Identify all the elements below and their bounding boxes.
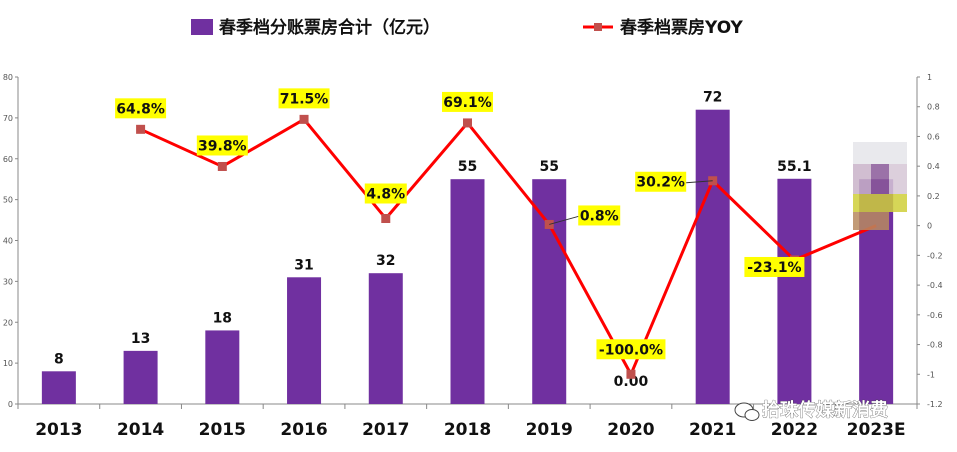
x-tick-label: 2017 — [362, 420, 409, 440]
x-tick-label: 2015 — [199, 420, 246, 440]
yoy-data-label: -23.1% — [747, 260, 801, 276]
x-tick-label: 2013 — [35, 420, 82, 440]
bar-data-label: 55 — [458, 159, 477, 175]
yoy-label-bg — [364, 183, 407, 204]
y-left-tick-label: 30 — [3, 277, 13, 286]
yoy-data-label: 4.8% — [366, 187, 405, 203]
x-tick-label: 2014 — [117, 420, 164, 440]
yoy-data-label: 71.5% — [280, 91, 329, 107]
yoy-data-label: 0.8% — [580, 208, 619, 224]
y-right-tick-label: 0.6 — [927, 132, 940, 141]
y-left-tick-label: 60 — [3, 155, 13, 164]
bar — [695, 109, 730, 404]
y-left-tick-label: 80 — [3, 73, 13, 82]
bar-data-label: 55 — [539, 159, 558, 175]
bars — [41, 109, 894, 404]
y-right-tick-label: 1 — [927, 73, 932, 82]
bar — [777, 178, 812, 404]
bar — [205, 330, 240, 404]
bar-data-label: 31 — [294, 257, 313, 273]
x-tick-label: 2023E — [847, 420, 906, 440]
yoy-data-label: 69.1% — [443, 95, 492, 111]
yoy-label-bg — [578, 205, 621, 226]
bar — [123, 350, 158, 404]
bar-data-label: 32 — [376, 253, 395, 269]
legend-label-bar: 春季档分账票房合计（亿元） — [219, 17, 440, 38]
yoy-marker — [217, 161, 227, 171]
yoy-series-line — [139, 117, 877, 378]
yoy-label-leader — [549, 215, 579, 225]
yoy-label-bg — [278, 88, 330, 109]
y-right-tick-label: 0.4 — [927, 162, 940, 171]
bar-labels: 8 13 18 31 32 55 55 0.00 72 55.1 — [54, 90, 812, 390]
y-right-tick-label: -1.2 — [927, 400, 943, 409]
x-tick-label: 2019 — [526, 420, 573, 440]
y-left-tick-label: 0 — [8, 400, 13, 409]
bar — [41, 371, 76, 404]
legend-label-line: 春季档票房YOY — [620, 17, 744, 38]
yoy-data-label: 64.8% — [116, 101, 165, 117]
yoy-data-label: -100.0% — [599, 342, 663, 358]
x-tick-label: 2021 — [689, 420, 736, 440]
bar-data-label: 55.1 — [777, 159, 812, 175]
yoy-label-leader — [686, 180, 713, 184]
bar-data-label: 8 — [54, 351, 64, 367]
bar-data-label: 0.00 — [614, 374, 649, 390]
y-right-tick-label: 0.2 — [927, 192, 940, 201]
yoy-marker — [626, 369, 636, 379]
y-left-tick-label: 70 — [3, 114, 13, 123]
y-left-tick-label: 40 — [3, 237, 13, 246]
yoy-data-label: 30.2% — [636, 175, 685, 191]
y-right-tick-label: 0.8 — [927, 103, 940, 112]
y-left-tick-label: 20 — [3, 318, 13, 327]
bar-data-label: 72 — [703, 90, 722, 106]
x-tick-label: 2016 — [280, 420, 327, 440]
y-right-tick-label: -0.4 — [927, 281, 943, 290]
y-right-tick-label: -0.6 — [927, 311, 943, 320]
legend-swatch-bar — [191, 19, 213, 35]
yoy-label-bg — [596, 339, 666, 360]
yoy-data-label: 39.8% — [198, 138, 247, 154]
y-left-tick-label: 50 — [3, 196, 13, 205]
yoy-label-bg — [744, 256, 805, 277]
x-tick-labels: 2013 2014 2015 2016 2017 2018 2019 2020 2021 2022… — [35, 420, 905, 440]
x-tick-label: 2020 — [607, 420, 654, 440]
yoy-label-bg — [196, 135, 248, 156]
bar — [287, 277, 322, 404]
y-right-tick-label: -0.2 — [927, 251, 943, 260]
yoy-labels: 64.8% 39.8% 71.5% 4.8% 69.1% 0.8% -100.0% 30.2%… — [115, 88, 805, 360]
yoy-marker — [299, 114, 309, 124]
bar-data-label: 18 — [213, 310, 232, 326]
y-right-tick-label: 0 — [927, 222, 932, 231]
x-tick-label: 2018 — [444, 420, 491, 440]
legend-swatch-marker — [594, 23, 602, 31]
bar — [450, 179, 485, 404]
y-right-tick-label: -1 — [927, 370, 935, 379]
bar — [368, 273, 403, 404]
yoy-label-bg — [442, 91, 493, 112]
yoy-label-bg — [635, 171, 687, 192]
yoy-marker — [463, 118, 472, 128]
legend: 春季档分账票房合计（亿元） 春季档票房YOY — [191, 17, 744, 38]
y-left-tick-label: 10 — [3, 359, 13, 368]
yoy-marker — [136, 124, 146, 134]
wechat-icon — [734, 402, 760, 421]
yoy-label-bg — [115, 98, 167, 119]
axes: 0 10 20 30 40 50 60 70 80 1 0.8 0.6 0.4 0.2 0 -0.2 -0.4 -… — [3, 73, 943, 409]
yoy-marker — [381, 214, 391, 224]
watermark-text: 拾珠传媒新消费 — [762, 399, 888, 421]
y-right-tick-label: -0.8 — [927, 341, 943, 350]
x-tick-label: 2022 — [771, 420, 818, 440]
bar-data-label: 13 — [131, 331, 150, 347]
pixelated-patch — [853, 142, 907, 230]
bar — [532, 179, 567, 404]
